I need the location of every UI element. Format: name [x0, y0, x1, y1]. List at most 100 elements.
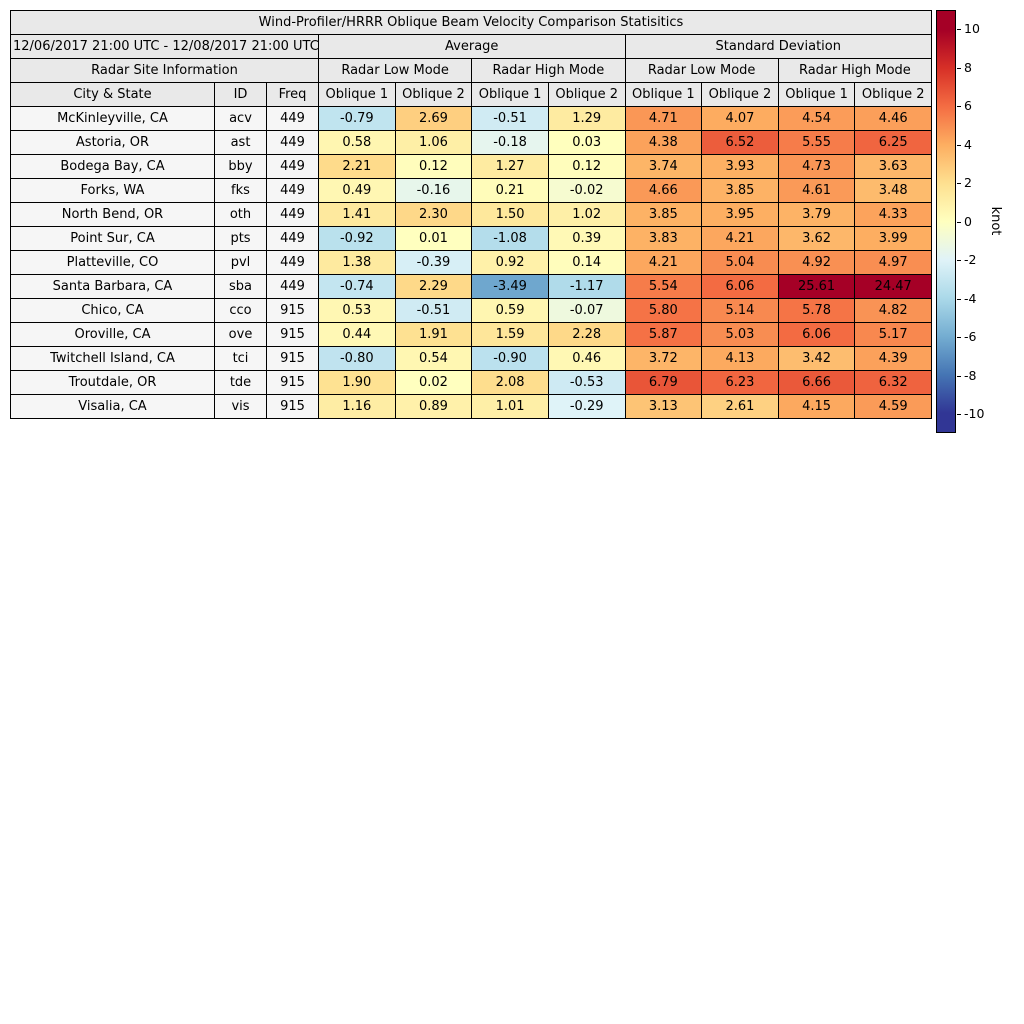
value-cell: 6.32: [854, 370, 932, 395]
value-cell: 3.79: [777, 202, 856, 227]
value-cell: 6.06: [777, 322, 856, 347]
colorbar-tick-label: -6: [964, 328, 977, 344]
colorbar-tick: [957, 414, 961, 415]
value-cell: 4.13: [701, 346, 779, 371]
colorbar-tick-label: 0: [964, 213, 972, 229]
value-cell: -3.49: [471, 274, 549, 299]
value-cell: 1.16: [318, 394, 396, 419]
table-row: Chico, CA cco 915 0.53 -0.51 0.59 -0.07 5.80 5.1…: [10, 298, 932, 323]
city-cell: Point Sur, CA: [10, 226, 215, 251]
value-cell: 24.47: [854, 274, 932, 299]
value-cell: 1.06: [394, 130, 473, 155]
city-cell: Bodega Bay, CA: [10, 154, 215, 179]
value-cell: 0.01: [394, 226, 473, 251]
column-header-city: City & State: [10, 82, 215, 107]
value-cell: 6.66: [777, 370, 856, 395]
value-cell: -0.51: [394, 298, 473, 323]
id-cell: ast: [214, 130, 267, 155]
mode-header-avg-low: Radar Low Mode: [317, 58, 473, 83]
mode-header-avg-high: Radar High Mode: [471, 58, 626, 83]
date-range: 12/06/2017 21:00 UTC - 12/08/2017 21:00 …: [10, 34, 319, 59]
value-cell: 4.97: [854, 250, 932, 275]
value-cell: 1.41: [318, 202, 396, 227]
value-cell: 6.52: [701, 130, 779, 155]
colorbar-tick: [957, 221, 961, 223]
city-cell: Astoria, OR: [10, 130, 215, 155]
colorbar-tick-label: 8: [964, 59, 972, 75]
value-cell: 4.21: [701, 226, 779, 251]
value-cell: 0.14: [547, 250, 626, 275]
value-cell: 4.73: [777, 154, 856, 179]
city-cell: Troutdale, OR: [10, 370, 215, 395]
id-cell: pvl: [214, 250, 267, 275]
value-cell: 25.61: [777, 274, 856, 299]
colorbar-tick: [957, 183, 961, 184]
value-cell: -0.90: [471, 346, 549, 371]
id-cell: fks: [214, 178, 267, 203]
value-cell: 4.54: [777, 106, 856, 131]
table-row: Troutdale, OR tde 915 1.90 0.02 2.08 -0.53 6.79…: [10, 370, 932, 395]
value-cell: -0.51: [471, 106, 549, 131]
value-cell: 0.03: [547, 130, 626, 155]
value-cell: -0.79: [318, 106, 396, 131]
value-cell: 3.99: [854, 226, 932, 251]
mode-header-std-low: Radar Low Mode: [624, 58, 779, 83]
value-cell: 3.48: [854, 178, 932, 203]
value-cell: 4.39: [854, 346, 932, 371]
table-row: Oroville, CA ove 915 0.44 1.91 1.59 2.28 5.87 5.…: [10, 322, 932, 347]
city-cell: Chico, CA: [10, 298, 215, 323]
colorbar-tick: [957, 106, 961, 107]
colorbar-tick-label: 2: [964, 174, 972, 190]
value-cell: 0.58: [318, 130, 396, 155]
city-cell: Twitchell Island, CA: [10, 346, 215, 371]
freq-cell: 915: [266, 346, 319, 371]
value-cell: 1.29: [547, 106, 626, 131]
value-cell: -0.02: [547, 178, 626, 203]
value-cell: 5.80: [624, 298, 703, 323]
column-header-oblique: Oblique 2: [547, 82, 626, 107]
value-cell: 5.17: [854, 322, 932, 347]
column-header-oblique: Oblique 1: [318, 82, 396, 107]
id-cell: pts: [214, 226, 267, 251]
freq-cell: 915: [266, 370, 319, 395]
value-cell: 1.38: [318, 250, 396, 275]
value-cell: 2.21: [318, 154, 396, 179]
value-cell: 5.55: [777, 130, 856, 155]
value-cell: 1.90: [318, 370, 396, 395]
table-row: North Bend, OR oth 449 1.41 2.30 1.50 1.02 3.85…: [10, 202, 932, 227]
value-cell: 1.01: [471, 394, 549, 419]
city-cell: Oroville, CA: [10, 322, 215, 347]
column-header-id: ID: [214, 82, 267, 107]
value-cell: 0.59: [471, 298, 549, 323]
id-cell: sba: [214, 274, 267, 299]
colorbar: [936, 10, 956, 433]
value-cell: -0.53: [547, 370, 626, 395]
site-info-header: Radar Site Information: [10, 58, 319, 83]
colorbar-tick: [957, 298, 961, 300]
value-cell: 4.66: [624, 178, 703, 203]
freq-cell: 915: [266, 322, 319, 347]
value-cell: 4.61: [777, 178, 856, 203]
mode-header-row: Radar Site Information Radar Low Mode Ra…: [10, 58, 933, 83]
colorbar-tick: [957, 67, 961, 69]
value-cell: 6.06: [701, 274, 779, 299]
value-cell: 4.38: [624, 130, 703, 155]
id-cell: oth: [214, 202, 267, 227]
group-header-std: Standard Deviation: [624, 34, 932, 59]
value-cell: 4.59: [854, 394, 932, 419]
table-row: Astoria, OR ast 449 0.58 1.06 -0.18 0.03 4.38 6.…: [10, 130, 932, 155]
value-cell: -0.16: [394, 178, 473, 203]
value-cell: 2.61: [701, 394, 779, 419]
value-cell: 0.54: [394, 346, 473, 371]
table-row: Point Sur, CA pts 449 -0.92 0.01 -1.08 0.39 3.8…: [10, 226, 932, 251]
value-cell: 0.21: [471, 178, 549, 203]
value-cell: 6.79: [624, 370, 703, 395]
freq-cell: 449: [266, 130, 319, 155]
table-title: Wind-Profiler/HRRR Oblique Beam Velocity…: [10, 10, 932, 35]
column-header-oblique: Oblique 2: [701, 82, 779, 107]
table-row: Twitchell Island, CA tci 915 -0.80 0.54 -0.90…: [10, 346, 932, 371]
value-cell: 3.13: [624, 394, 703, 419]
value-cell: 0.12: [547, 154, 626, 179]
column-header-oblique: Oblique 2: [394, 82, 473, 107]
table-row: McKinleyville, CA acv 449 -0.79 2.69 -0.51 1.2…: [10, 106, 932, 131]
